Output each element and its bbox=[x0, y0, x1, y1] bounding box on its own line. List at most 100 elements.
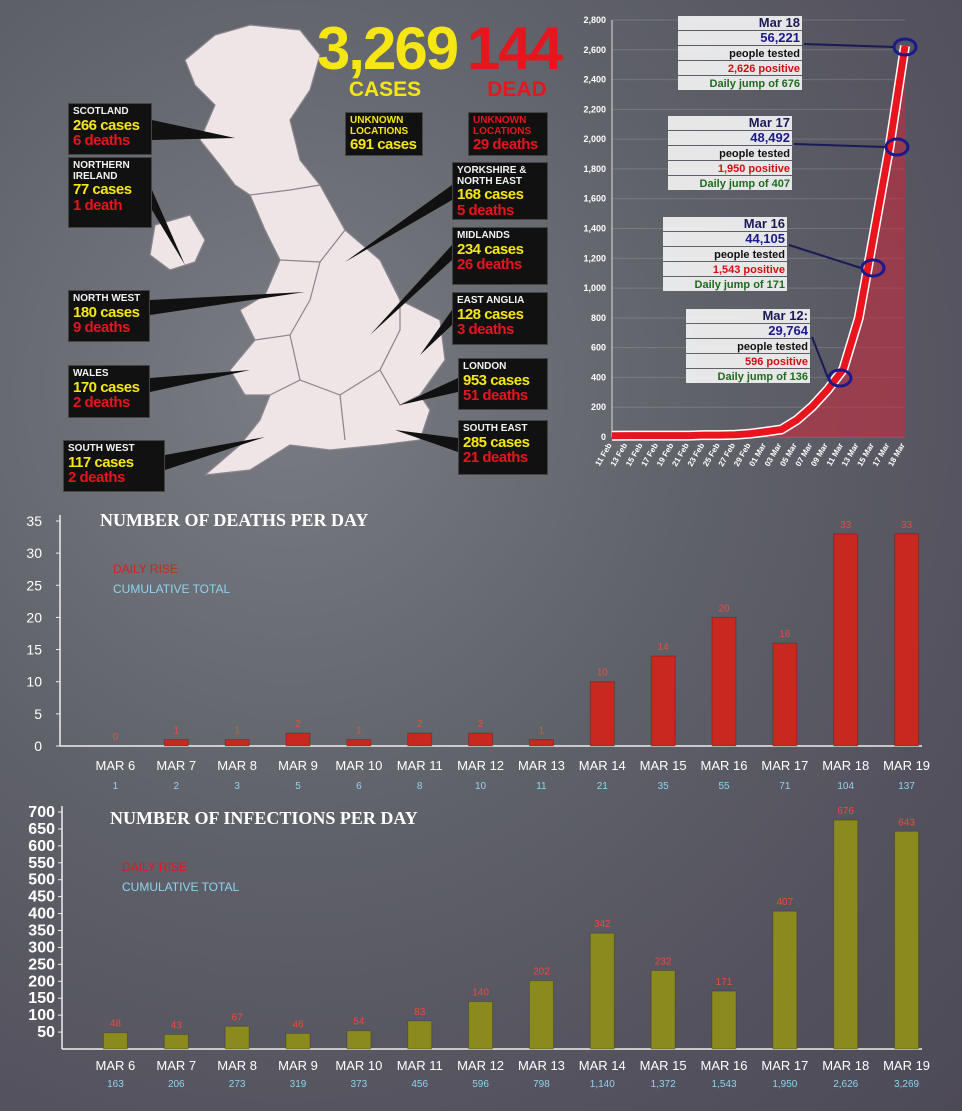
annotation-bg bbox=[686, 369, 810, 383]
cumulative-label: 1,950 bbox=[772, 1079, 797, 1090]
bar bbox=[589, 681, 615, 747]
annotation-bg bbox=[663, 217, 787, 231]
annotation-bg bbox=[668, 116, 792, 130]
cumulative-label: 3,269 bbox=[894, 1079, 919, 1090]
bar bbox=[163, 1033, 189, 1050]
value-label: 0 bbox=[113, 732, 119, 743]
cumulative-label: 6 bbox=[356, 781, 362, 792]
chart-title: NUMBER OF DEATHS PER DAY bbox=[100, 510, 368, 530]
region-cases: 285 cases bbox=[463, 433, 530, 451]
line bbox=[611, 45, 909, 440]
y-tick-label: 600 bbox=[28, 838, 55, 855]
region-name: EAST ANGLIA bbox=[457, 295, 525, 306]
y-tick-label: 1,000 bbox=[583, 283, 606, 293]
annotation-bg bbox=[663, 277, 787, 291]
bar bbox=[224, 1025, 250, 1050]
region-deaths: 1 death bbox=[73, 196, 123, 214]
region-cases: 691 cases bbox=[350, 136, 417, 153]
region-name: UNKNOWN LOCATIONS bbox=[350, 115, 409, 137]
x-tick-label: MAR 9 bbox=[278, 1058, 318, 1073]
region-name: WALES bbox=[73, 368, 109, 379]
y-tick-label: 550 bbox=[28, 855, 55, 872]
cumulative-label: 55 bbox=[718, 781, 730, 792]
bar bbox=[833, 533, 859, 747]
y-tick-label: 800 bbox=[591, 313, 606, 323]
pointer bbox=[420, 310, 452, 355]
region-deaths: 6 deaths bbox=[73, 132, 130, 150]
region-name: MIDLANDS bbox=[457, 230, 510, 241]
region-cases: 170 cases bbox=[73, 378, 140, 396]
y-tick-label: 300 bbox=[28, 939, 55, 956]
great-britain bbox=[184, 24, 446, 476]
bar bbox=[833, 819, 859, 1050]
x-tick-label: MAR 12 bbox=[457, 758, 504, 773]
annotation-date: Mar 16 bbox=[744, 216, 785, 231]
y-tick-label: 25 bbox=[26, 577, 42, 593]
bar bbox=[102, 1032, 128, 1050]
annotation-circle bbox=[860, 258, 886, 278]
pointer bbox=[150, 292, 305, 315]
annotation-positive: 1,543 positive bbox=[713, 264, 785, 276]
value-label: 2 bbox=[295, 719, 301, 730]
annotation-bg bbox=[686, 339, 810, 353]
annotation-bg bbox=[663, 247, 787, 261]
x-tick-label: MAR 11 bbox=[397, 1058, 443, 1073]
cumulative-label: 71 bbox=[779, 781, 791, 792]
region-box: NORTHERN IRELAND 77 cases 1 death bbox=[68, 157, 152, 228]
cumulative-label: 798 bbox=[533, 1079, 550, 1090]
annotation-bg bbox=[686, 309, 810, 323]
y-tick-label: 35 bbox=[26, 513, 42, 529]
x-tick-label: MAR 8 bbox=[217, 1058, 257, 1073]
y-tick-label: 400 bbox=[28, 906, 55, 923]
annotation-jump: Daily jump of 136 bbox=[718, 371, 808, 383]
value-label: 2 bbox=[417, 719, 423, 730]
cumulative-label: 5 bbox=[295, 781, 301, 792]
region-name: SCOTLAND bbox=[73, 106, 129, 117]
region-borders bbox=[289, 300, 401, 396]
value-label: 48 bbox=[110, 1019, 122, 1030]
headline-dead-label: DEAD bbox=[487, 78, 547, 101]
bar bbox=[772, 642, 798, 747]
annotation-bg bbox=[663, 262, 787, 276]
x-tick-label: MAR 13 bbox=[518, 758, 565, 773]
bar bbox=[407, 1020, 433, 1050]
bar bbox=[528, 980, 554, 1050]
pointer bbox=[150, 370, 250, 392]
map bbox=[149, 24, 446, 476]
value-label: 140 bbox=[472, 988, 489, 999]
x-tick-label: MAR 13 bbox=[518, 1058, 565, 1073]
value-label: 46 bbox=[292, 1019, 304, 1030]
cumulative-label: 319 bbox=[290, 1079, 307, 1090]
annotation-date: Mar 17 bbox=[749, 115, 790, 130]
annotation-bg bbox=[686, 354, 810, 368]
cumulative-label: 1 bbox=[113, 781, 119, 792]
y-tick-label: 15 bbox=[26, 642, 42, 658]
value-label: 33 bbox=[840, 520, 852, 531]
value-label: 1 bbox=[539, 726, 545, 737]
annotation-jump: Daily jump of 676 bbox=[710, 78, 800, 90]
annotation-connector bbox=[788, 244, 862, 269]
region-borders bbox=[269, 379, 301, 396]
annotation-connector bbox=[803, 43, 894, 48]
value-label: 14 bbox=[658, 642, 670, 653]
annotation-positive: 596 positive bbox=[745, 356, 808, 368]
annotation-tested: 44,105 bbox=[745, 231, 785, 246]
bar bbox=[285, 732, 311, 747]
region-deaths: 26 deaths bbox=[457, 256, 522, 274]
x-tick-label: MAR 15 bbox=[640, 1058, 687, 1073]
annotation-label: people tested bbox=[729, 48, 800, 60]
x-tick-label: MAR 10 bbox=[335, 758, 382, 773]
annotation-circle bbox=[827, 368, 853, 388]
y-tick-label: 1,200 bbox=[583, 253, 606, 263]
annotation-bg bbox=[663, 232, 787, 246]
cumulative-label: 8 bbox=[417, 781, 423, 792]
y-tick-label: 30 bbox=[26, 545, 42, 561]
annotation-bg bbox=[668, 176, 792, 190]
y-tick-label: 20 bbox=[26, 609, 42, 625]
region-cases: 266 cases bbox=[73, 116, 140, 134]
annotation-date: Mar 12: bbox=[762, 308, 808, 323]
y-tick-label: 5 bbox=[34, 706, 42, 722]
region-box: WALES 170 cases 2 deaths bbox=[68, 365, 150, 418]
annotation-tested: 48,492 bbox=[750, 130, 790, 145]
chart-title: NUMBER OF INFECTIONS PER DAY bbox=[110, 808, 418, 828]
